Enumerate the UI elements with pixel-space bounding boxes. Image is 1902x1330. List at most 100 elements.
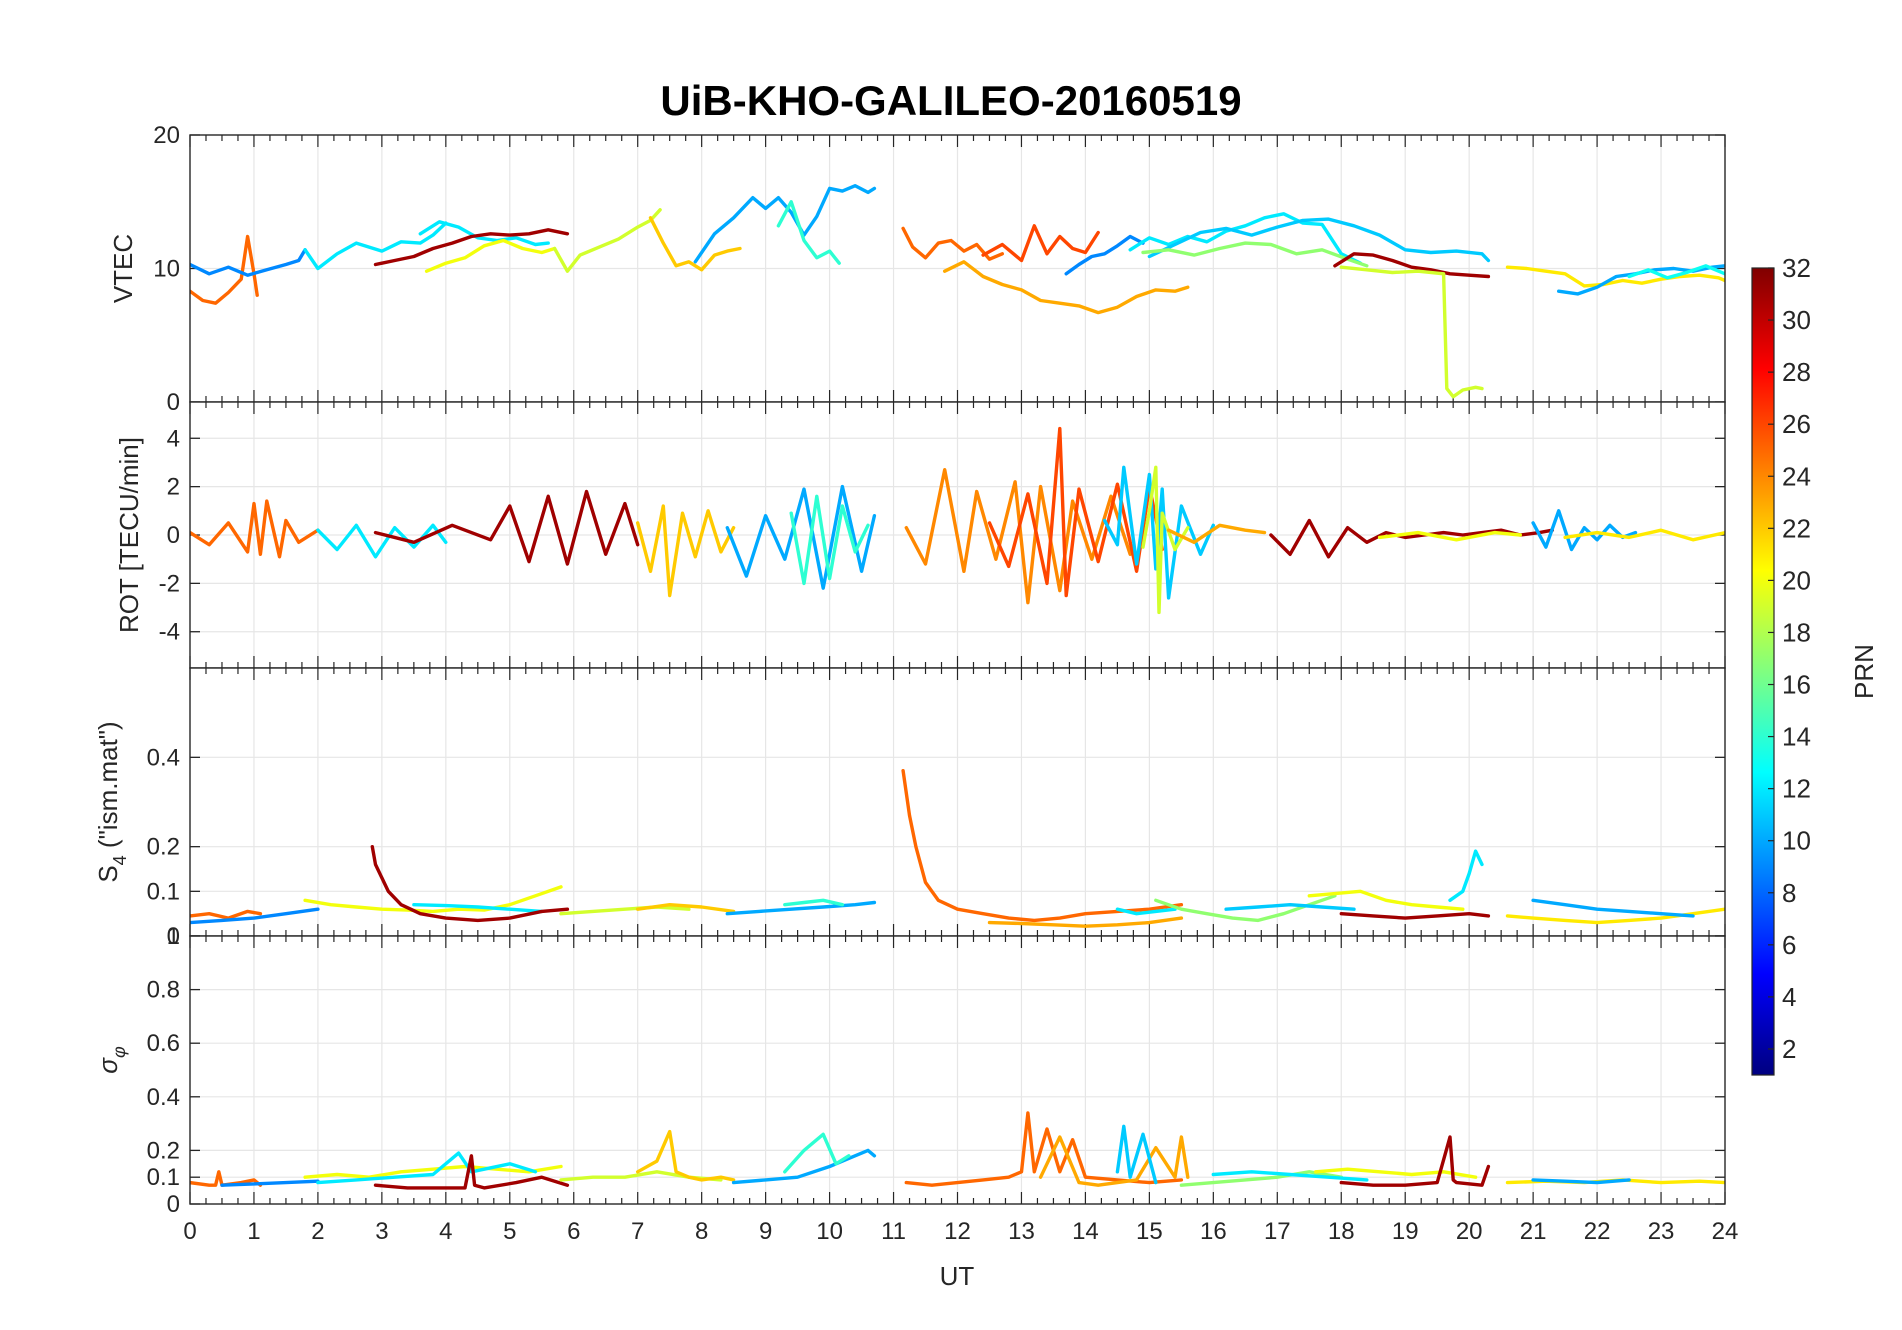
y-tick-label: 0.6	[147, 1030, 180, 1057]
colorbar-tick-label: 28	[1782, 357, 1811, 387]
series-line-prn-12	[1448, 849, 1484, 902]
x-tick-label: 6	[567, 1218, 580, 1245]
series-line-prn-31	[373, 489, 640, 566]
y-tick-label: -4	[159, 619, 180, 646]
colorbar-tick-label: 6	[1782, 930, 1796, 960]
series-line-prn-21	[1563, 528, 1725, 542]
series-line-prn-10	[725, 484, 877, 590]
series-group	[190, 426, 1725, 615]
series-line-prn-25	[904, 1111, 1184, 1187]
series-line-prn-10	[1531, 509, 1638, 552]
y-tick-label: 4	[167, 425, 180, 452]
series-line-prn-11	[1115, 1124, 1158, 1185]
x-tick-label: 23	[1648, 1218, 1675, 1245]
x-tick-label: 8	[695, 1218, 708, 1245]
series-group	[190, 1111, 1725, 1190]
series-group	[190, 769, 1725, 928]
y-tick-label: 0.1	[147, 878, 180, 905]
chart-title: UiB-KHO-GALILEO-20160519	[660, 77, 1241, 124]
y-tick-label: 10	[153, 256, 180, 283]
y-tick-label: 0	[167, 389, 180, 416]
series-line-prn-23	[943, 260, 1190, 315]
x-tick-label: 22	[1584, 1218, 1611, 1245]
y-tick-label: 0.1	[147, 1164, 180, 1191]
x-tick-label: 14	[1072, 1218, 1099, 1245]
series-line-prn-9	[190, 907, 320, 925]
x-tick-label: 15	[1136, 1218, 1163, 1245]
series-line-prn-23	[1166, 523, 1267, 544]
series-line-prn-17	[1141, 241, 1369, 268]
x-tick-label: 18	[1328, 1218, 1355, 1245]
x-axis-label: UT	[940, 1261, 975, 1291]
series-line-prn-12	[1128, 212, 1363, 265]
y-axis-label: σφ	[93, 1046, 129, 1074]
series-line-prn-12	[316, 1151, 538, 1185]
series-line-prn-31	[370, 845, 570, 923]
series-line-prn-14	[783, 898, 845, 907]
y-axis-label: S4 ("ism.mat")	[93, 721, 130, 882]
series-line-prn-20	[1307, 889, 1465, 911]
panel-s4: 0 0.1 0.2 0.4 S4 ("ism.mat")	[93, 667, 1726, 950]
x-tick-label: 17	[1264, 1218, 1291, 1245]
x-tick-label: 24	[1712, 1218, 1739, 1245]
colorbar-tick-label: 30	[1782, 305, 1811, 335]
colorbar-tick-label: 8	[1782, 878, 1796, 908]
series-line-prn-20	[303, 1164, 563, 1179]
series-line-prn-10	[1531, 1178, 1631, 1185]
x-tick-label: 5	[503, 1218, 516, 1245]
colorbar-tick-label: 26	[1782, 409, 1811, 439]
series-line-prn-12	[1211, 1170, 1369, 1182]
series-line-prn-31	[373, 1154, 570, 1190]
series-line-prn-25	[190, 1170, 263, 1187]
y-tick-label: 20	[153, 122, 180, 149]
series-line-prn-14	[783, 1132, 851, 1174]
x-tick-label: 3	[375, 1218, 388, 1245]
colorbar-tick-label: 4	[1782, 982, 1796, 1012]
series-line-prn-20	[1313, 1167, 1478, 1179]
series-line-prn-14	[789, 494, 870, 586]
series-line-prn-31	[1339, 1135, 1491, 1187]
series-line-prn-22	[648, 216, 742, 272]
x-axis: 0 1 2 3 4 5 6 7 8 9 10 11 12 13 14 15 16 17 18 19 20 21 22 23 24	[183, 1218, 1738, 1245]
x-tick-label: 20	[1456, 1218, 1483, 1245]
panel-vtec: 0 10 20 VTEC	[108, 122, 1726, 416]
colorbar-tick-label: 14	[1782, 722, 1811, 752]
panel-rot: -4 -2 0 2 4 ROT [TECU/min]	[114, 401, 1726, 669]
series-line-prn-20	[424, 238, 557, 273]
x-tick-label: 0	[183, 1218, 196, 1245]
series-line-prn-31	[1333, 252, 1491, 279]
colorbar-tick-label: 10	[1782, 826, 1811, 856]
series-line-prn-22	[636, 1129, 736, 1182]
series-line-prn-11	[1102, 465, 1216, 600]
colorbar-label: PRN	[1849, 644, 1879, 699]
series-line-prn-25	[190, 909, 263, 920]
x-tick-label: 4	[439, 1218, 452, 1245]
series-line-prn-12	[418, 220, 550, 247]
y-tick-label: 0.4	[147, 1084, 180, 1111]
series-line-prn-10	[731, 1148, 877, 1185]
x-tick-label: 9	[759, 1218, 772, 1245]
y-tick-label: 0.8	[147, 977, 180, 1004]
x-tick-label: 16	[1200, 1218, 1227, 1245]
series-line-prn-11	[1224, 903, 1356, 911]
y-tick-label: 0.4	[147, 744, 180, 771]
y-tick-label: 2	[167, 474, 180, 501]
series-line-prn-20	[303, 885, 563, 914]
x-tick-label: 10	[816, 1218, 843, 1245]
y-tick-label: 0	[167, 522, 180, 549]
x-tick-label: 11	[881, 1218, 906, 1245]
series-line-prn-9	[220, 1179, 320, 1187]
x-tick-label: 2	[311, 1218, 324, 1245]
y-tick-label: 0	[167, 1191, 180, 1218]
series-line-prn-14	[776, 200, 841, 265]
colorbar-tick-label: 12	[1782, 774, 1811, 804]
x-tick-label: 7	[631, 1218, 644, 1245]
y-axis-label: ROT [TECU/min]	[114, 437, 144, 633]
series-group	[190, 183, 1725, 399]
series-line-prn-24	[904, 468, 1132, 605]
colorbar-tick-label: 16	[1782, 670, 1811, 700]
